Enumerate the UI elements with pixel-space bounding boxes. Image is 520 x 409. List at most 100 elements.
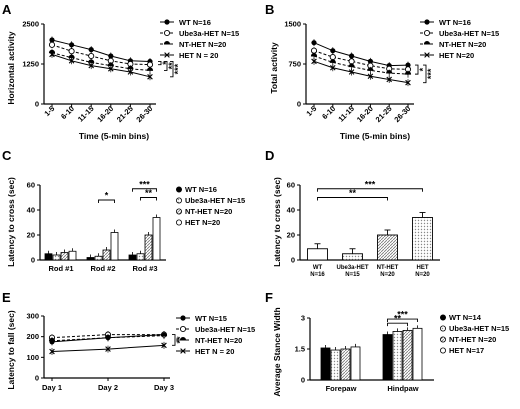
- panel-a-point: [68, 48, 75, 55]
- panel-f-bar: [382, 334, 393, 381]
- panel-f-ytick-label: 1.5: [295, 345, 305, 354]
- panel-b-point: [311, 58, 317, 65]
- panel-e-point: [48, 337, 56, 342]
- panel-f-xtick-label: Hindpaw: [387, 384, 418, 393]
- panel-e-ytick-label: 100: [26, 353, 39, 362]
- panel-c-bar: [60, 252, 69, 261]
- panel-c-legend-label: WT N=16: [185, 185, 217, 194]
- panel-a-series-line: [51, 53, 151, 78]
- panel-b-point: [329, 54, 336, 61]
- panel-b-point: [423, 41, 431, 45]
- panel-a-series-line: [51, 39, 151, 62]
- panel-b-legend-label: WT N=16: [439, 18, 471, 27]
- panel-a-point: [49, 51, 55, 58]
- panel-c-bar: [110, 232, 119, 261]
- panel-b-series-line: [313, 42, 409, 67]
- panel-a-xlabel: Time (5-min bins): [79, 131, 149, 141]
- panel-c-bar: [152, 217, 161, 261]
- panel-a-line-chart: Horizontal activity Time (5-min bins) 01…: [6, 18, 239, 141]
- panel-e-point: [160, 332, 168, 337]
- panel-e-ytick-label: 200: [26, 332, 39, 341]
- panel-e-point: [104, 334, 112, 339]
- panel-b-series-line: [313, 50, 409, 70]
- panel-b-point: [424, 19, 430, 25]
- panel-c-xtick-label: Rod #2: [90, 264, 115, 273]
- panel-d-xtick-label: NT-HET N=20: [377, 265, 399, 278]
- panel-a-sig-label: **: [167, 62, 177, 70]
- panel-b-point: [367, 67, 374, 71]
- panel-d-ytick-label: 20: [287, 231, 295, 240]
- panel-a-ytick-label: 2500: [22, 20, 39, 29]
- panel-d-bar: [377, 234, 398, 261]
- panel-b-xtick-label: 6-10: [320, 104, 337, 121]
- panel-d-ylabel: Latency to cross (sec): [272, 177, 282, 267]
- panel-b-xtick-label: 1-5: [304, 104, 318, 118]
- panel-b-ytick-label: 0: [297, 100, 301, 109]
- panel-c-legend-label: NT-HET N=20: [185, 207, 232, 216]
- panel-a-point: [146, 67, 154, 71]
- panel-f-legend-label: HET N=17: [449, 346, 484, 355]
- panel-d-ytick-label: 40: [287, 206, 295, 215]
- panel-a-legend-label: Ube3a-HET N=15: [179, 29, 239, 38]
- panel-a-sig-bracket: [158, 60, 162, 66]
- panel-b-line-chart: Total activity Time (5-min bins) 0 750 150…: [269, 18, 499, 141]
- panel-a-sig-bracket: [164, 60, 168, 71]
- panel-b-sig-bracket: [423, 64, 427, 84]
- panel-c-sig-bracket: [140, 197, 157, 201]
- panel-a-xtick-label: 11-15: [76, 104, 96, 124]
- panel-a-sig-label: *: [161, 61, 171, 65]
- panel-e-line-chart: Latency to fall (sec) 0 100 200 300 Day 1 Day…: [6, 310, 255, 392]
- panel-f-sig-label: ***: [397, 310, 408, 320]
- panel-b-point: [367, 58, 373, 64]
- panel-f-ytick-label: 0: [301, 376, 305, 385]
- panel-b-point: [310, 53, 318, 57]
- panel-c-ytick-label: 20: [27, 231, 35, 240]
- panel-b-point: [348, 58, 355, 65]
- panel-a-point: [48, 41, 56, 48]
- panel-a-point: [69, 42, 75, 48]
- panel-e-legend-label: HET N = 20: [195, 347, 234, 356]
- panel-letter-f: F: [265, 290, 273, 305]
- panel-a-xtick-label: 1-5: [42, 104, 56, 118]
- panel-a-legend-label: WT N=16: [179, 18, 211, 27]
- panel-e-xtick-label: Day 3: [154, 383, 174, 392]
- panel-b-point: [330, 64, 336, 71]
- panel-a-point: [163, 41, 171, 45]
- panel-f-sig-bracket: [387, 318, 418, 323]
- panel-c-bar: [102, 249, 111, 261]
- panel-a-point: [147, 74, 153, 80]
- panel-b-point: [386, 76, 392, 83]
- panel-a-ylabel: Horizontal activity: [6, 31, 16, 104]
- panel-e-sig-label: **: [175, 336, 185, 344]
- panel-b-point: [386, 70, 393, 74]
- panel-f-bar: [412, 327, 423, 381]
- panel-c-bar: [144, 234, 153, 261]
- panel-e-ylabel: Latency to fall (sec): [6, 310, 16, 390]
- panel-f-bar: [392, 331, 403, 381]
- panel-b-point: [330, 48, 336, 54]
- panel-f-legend-label: WT N=14: [449, 313, 482, 322]
- panel-a-point: [146, 61, 154, 68]
- panel-c-sig-label: ***: [139, 179, 150, 189]
- panel-b-point: [405, 62, 411, 68]
- panel-b-series-line: [313, 55, 409, 75]
- panel-letter-d: D: [265, 148, 274, 163]
- panel-c-ylabel: Latency to cross (sec): [6, 177, 16, 267]
- panel-c-bar: [128, 254, 137, 261]
- panel-e-point: [180, 315, 186, 321]
- panel-e-point: [179, 325, 187, 333]
- panel-a-point: [68, 54, 75, 59]
- panel-letter-b: B: [265, 2, 274, 17]
- panel-a-point: [88, 59, 95, 63]
- panel-f-legend-label: Ube3a-HET N=15: [449, 324, 509, 333]
- panel-b-legend-label: NT-HET N=20: [439, 40, 486, 49]
- panel-e-ytick-label: 0: [35, 374, 39, 383]
- panel-a-legend-label: HET N = 20: [179, 51, 218, 60]
- panel-a-point: [107, 62, 114, 67]
- panel-a-point: [88, 52, 95, 60]
- panel-a-ytick-label: 1250: [22, 60, 39, 69]
- panel-b-point: [329, 59, 336, 63]
- panel-c-bar: [68, 250, 77, 261]
- panel-a-point: [163, 29, 171, 37]
